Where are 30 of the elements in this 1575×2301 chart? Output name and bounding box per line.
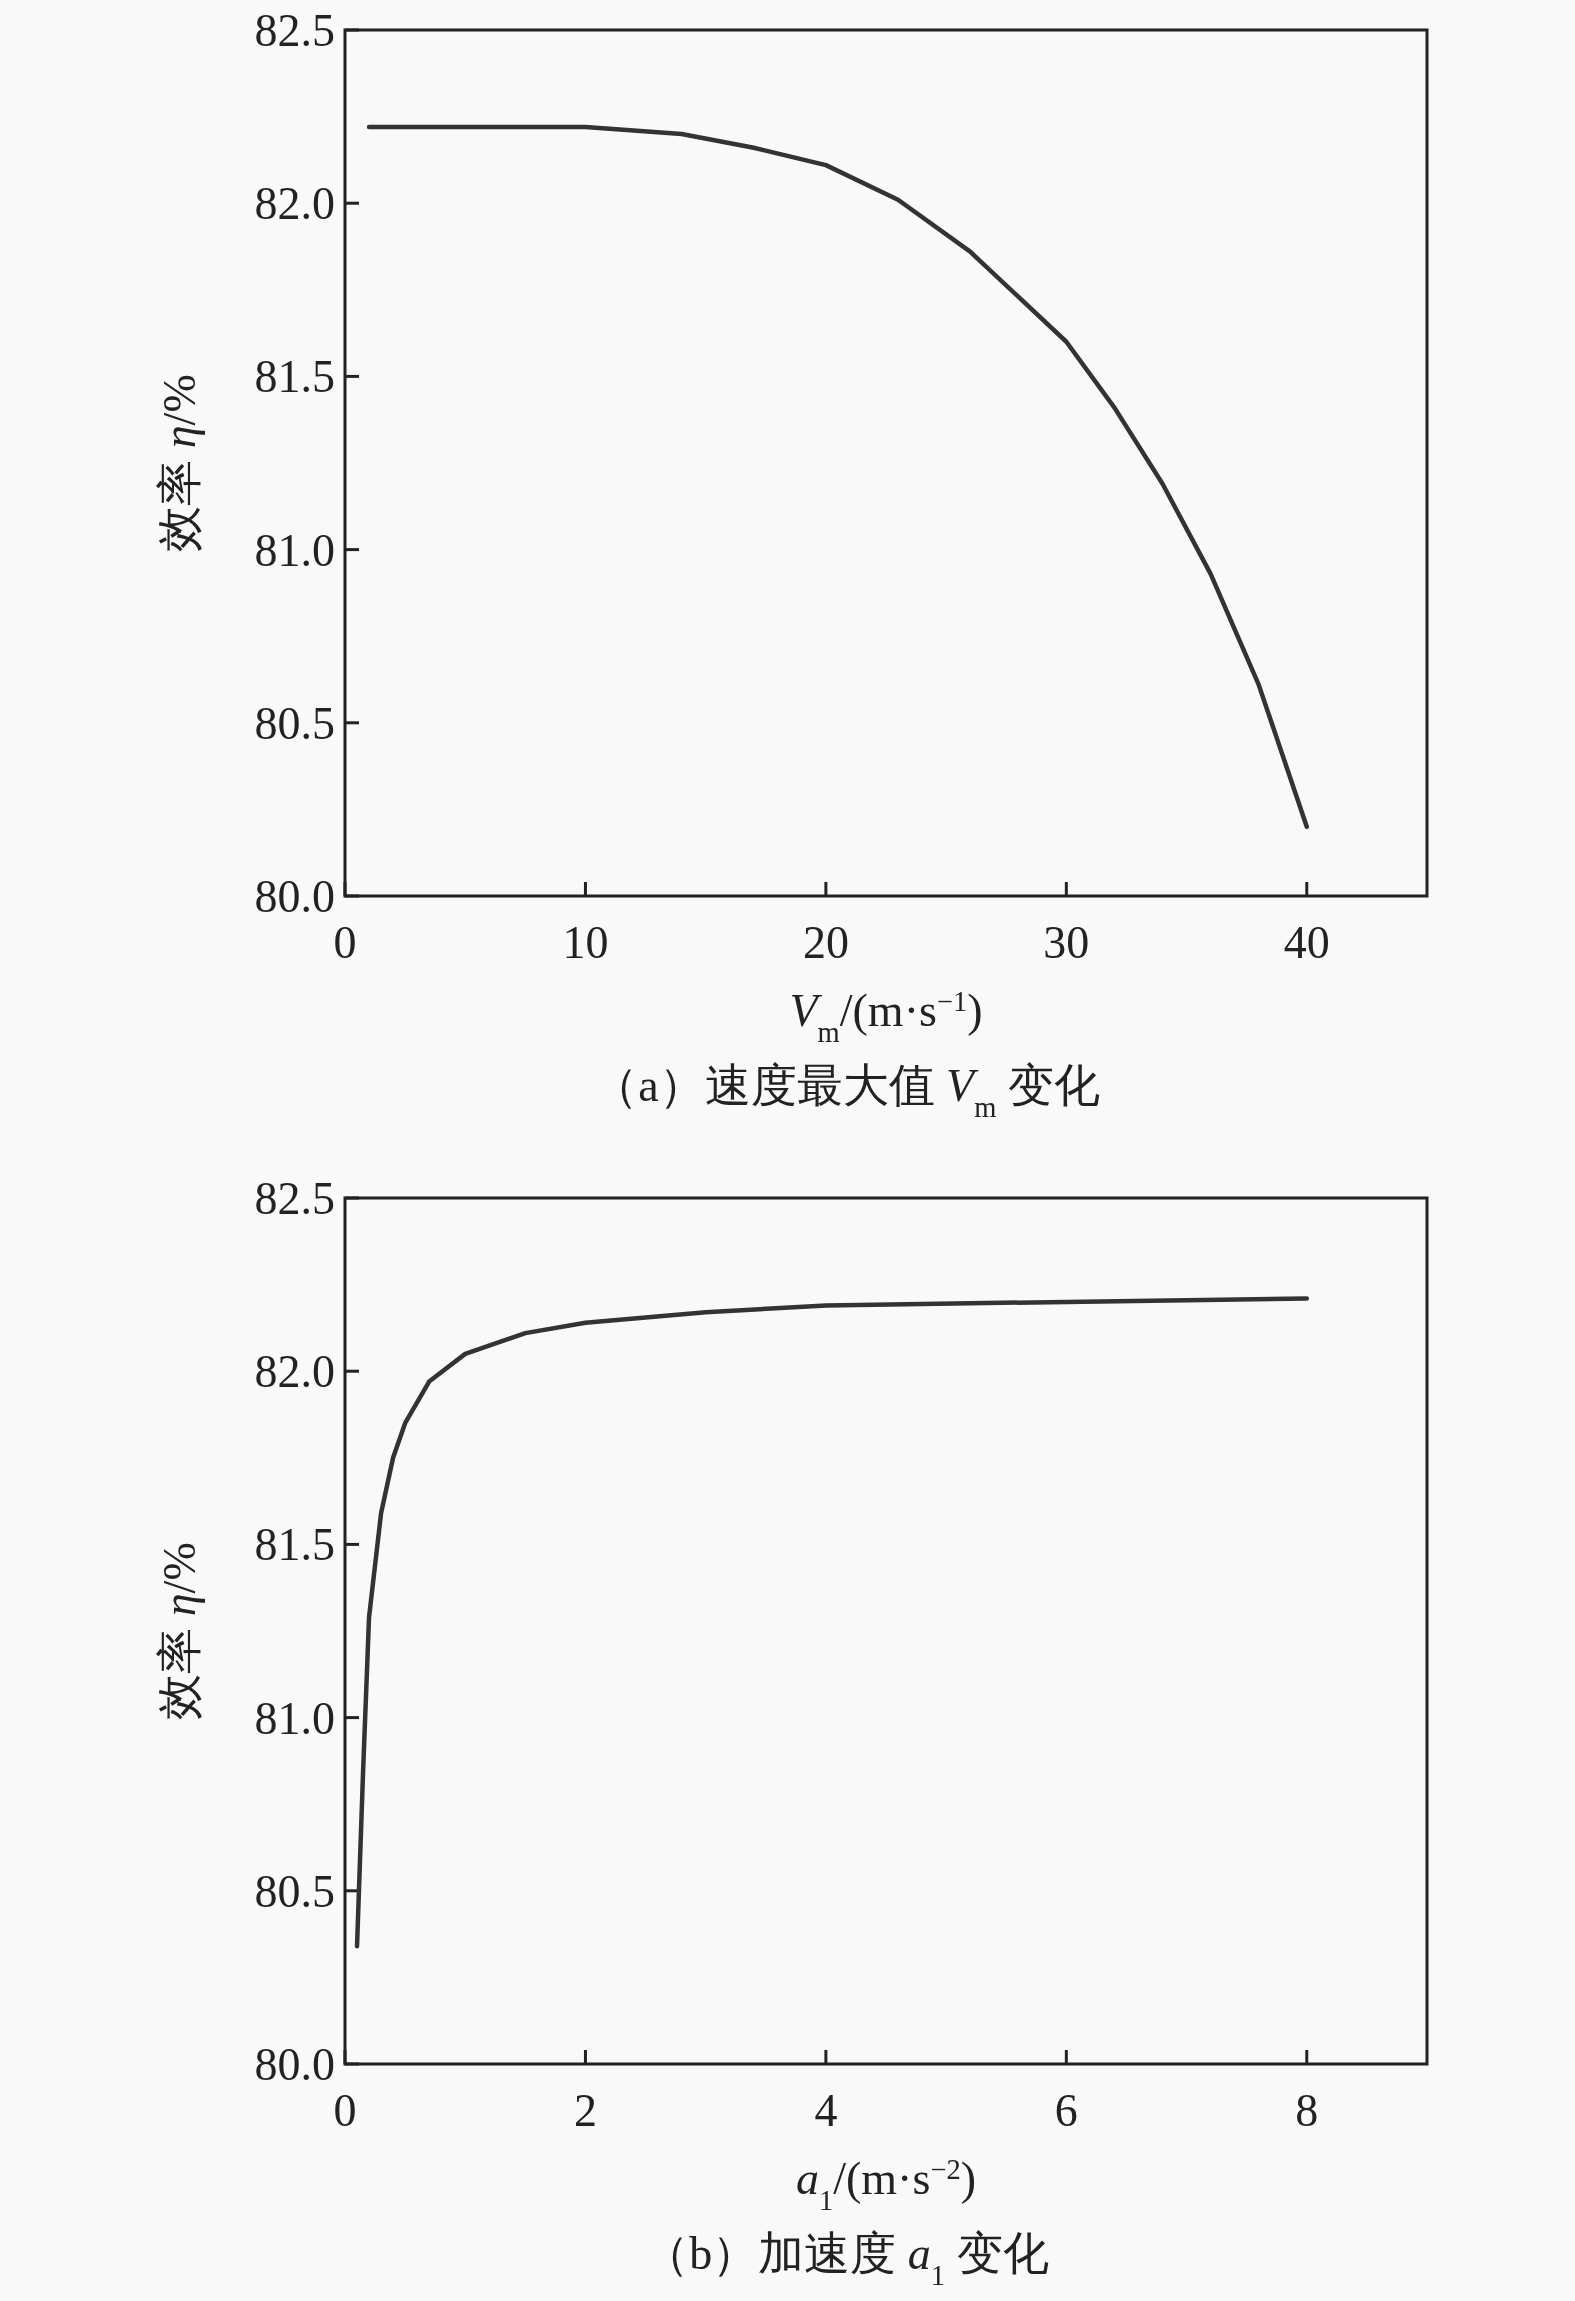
y-tick-label: 81.0 (254, 1692, 335, 1744)
x-axis-title: a$_{1}$/(m·s$^{−2}$) (795, 2153, 977, 2216)
y-axis-title: 效率 η/% (154, 1542, 205, 1720)
y-tick-label: 82.0 (254, 178, 335, 230)
y-tick-label: 82.0 (254, 1346, 335, 1398)
y-tick-label: 80.0 (254, 871, 335, 922)
x-tick-label: 10 (562, 917, 609, 968)
y-tick-label: 80.0 (254, 2039, 335, 2090)
y-tick-label: 80.5 (254, 1865, 335, 1917)
x-tick-label: 2 (573, 2085, 597, 2136)
x-tick-label: 6 (1054, 2085, 1078, 2136)
y-tick-label: 82.5 (254, 1173, 335, 1224)
line-series (354, 1296, 1310, 1949)
x-tick-label: 30 (1043, 917, 1090, 968)
y-axis-title: 效率 η/% (154, 374, 205, 552)
x-tick-label: 0 (333, 2085, 357, 2136)
y-tick-label: 80.5 (254, 697, 335, 749)
text: （a）速度最大值 V$_{m}$ 变化 (592, 1060, 1100, 1123)
x-tick-label: 4 (814, 2085, 838, 2136)
y-tick-label: 81.5 (254, 1519, 335, 1571)
x-axis-title: V$_{m}$/(m·s$^{−1}$) (789, 985, 983, 1048)
x-tick-label: 20 (802, 917, 849, 968)
x-tick-label: 8 (1295, 2085, 1319, 2136)
x-tick-label: 0 (333, 917, 357, 968)
line-series (366, 124, 1310, 829)
text: （b）加速度 a$_{1}$ 变化 (643, 2228, 1049, 2291)
x-tick-label: 40 (1283, 917, 1330, 968)
y-tick-label: 81.0 (254, 524, 335, 576)
y-tick-label: 81.5 (254, 351, 335, 403)
y-tick-label: 82.5 (254, 5, 335, 56)
